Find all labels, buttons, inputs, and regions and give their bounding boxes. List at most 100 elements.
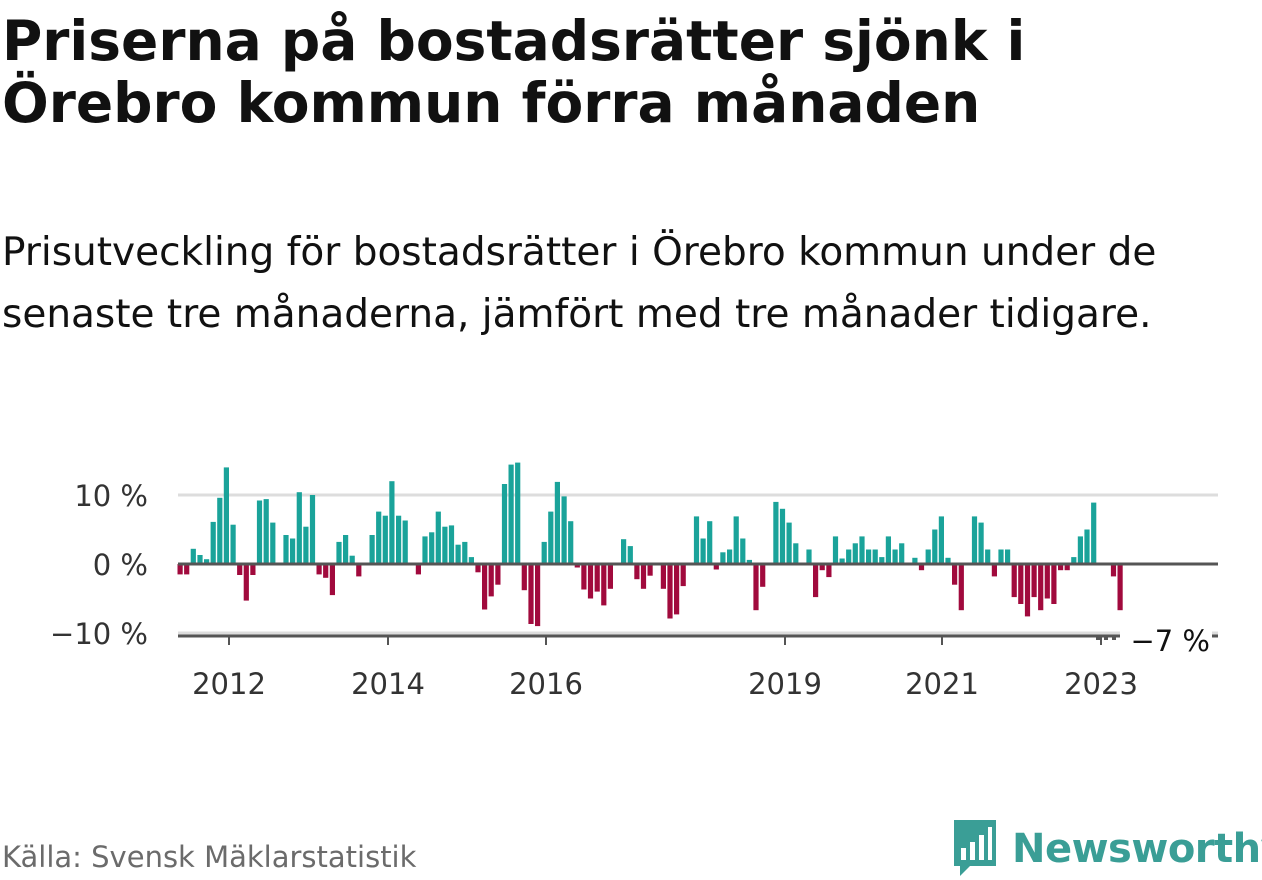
bar <box>846 549 852 564</box>
bar <box>329 564 335 596</box>
bar <box>515 462 521 564</box>
bar <box>1077 536 1083 564</box>
bar <box>746 559 752 564</box>
bar <box>1084 529 1090 564</box>
bar <box>495 564 501 585</box>
y-tick-label: 10 % <box>74 479 148 513</box>
newsworthy-logo-icon <box>954 820 996 876</box>
bar-chart: 10 % 0 % −10 % 2012 2014 2016 2019 2021 2023 −7 % <box>50 462 1218 701</box>
bar <box>462 541 468 564</box>
bar <box>793 543 799 564</box>
chart-title: Priserna på bostadsrätter sjönk i Örebro… <box>2 9 1026 135</box>
bar <box>336 541 342 564</box>
bar <box>230 524 236 564</box>
bar <box>773 501 779 564</box>
bar <box>455 544 461 564</box>
bar <box>1038 564 1044 611</box>
bar <box>991 564 997 577</box>
last-value-label: −7 % <box>1130 624 1210 658</box>
bar <box>1110 564 1117 577</box>
bar <box>786 522 792 564</box>
bar <box>587 564 594 599</box>
bar <box>806 549 812 564</box>
chart-subtitle: Prisutveckling för bostadsrätter i Örebr… <box>2 230 1157 337</box>
bar <box>859 536 865 564</box>
bar <box>594 564 600 592</box>
bar <box>727 549 733 564</box>
brand-name: Newsworthy <box>1012 826 1262 872</box>
bar <box>1018 564 1024 604</box>
bar <box>925 549 931 564</box>
bar <box>879 557 885 564</box>
bar <box>885 536 891 564</box>
bar <box>713 564 719 570</box>
bar <box>309 495 316 564</box>
bar <box>349 555 355 564</box>
bar <box>1051 564 1057 604</box>
bar <box>952 564 958 585</box>
bar <box>932 529 938 564</box>
source-note: Källa: Svensk Mäklarstatistik <box>2 840 417 874</box>
bar <box>256 500 263 564</box>
bar <box>674 564 680 615</box>
bar <box>634 564 640 580</box>
bar <box>707 521 713 564</box>
bar <box>700 538 706 564</box>
bar <box>316 564 322 575</box>
bar <box>971 516 978 564</box>
bar <box>912 557 918 564</box>
bar <box>356 564 362 577</box>
bar <box>1011 564 1017 598</box>
bar <box>223 467 229 564</box>
bar <box>561 496 567 564</box>
bar <box>442 526 448 564</box>
bar <box>197 555 203 564</box>
bar <box>958 564 964 611</box>
bar <box>627 546 633 564</box>
bar <box>184 564 190 575</box>
bar <box>508 464 514 564</box>
y-tick-label: −10 % <box>50 617 148 651</box>
bar <box>779 508 786 564</box>
bar <box>535 564 541 627</box>
bar <box>554 481 560 564</box>
bar <box>899 543 905 564</box>
bar <box>918 564 925 571</box>
bar <box>343 535 349 564</box>
bar <box>217 497 223 564</box>
brand-logo: Newsworthy <box>950 818 1262 880</box>
bar <box>283 535 289 564</box>
axis-layer: 10 % 0 % −10 % 2012 2014 2016 2019 2021 2023 −7 % <box>50 479 1218 701</box>
x-tick-label: 2021 <box>905 667 979 701</box>
bar <box>501 484 508 564</box>
bar <box>660 564 666 589</box>
bar <box>819 564 825 571</box>
bar <box>376 511 382 564</box>
bar <box>548 511 554 564</box>
bar <box>1005 549 1011 564</box>
bar <box>998 549 1004 564</box>
bar <box>945 557 951 564</box>
bar <box>389 481 395 564</box>
bar <box>528 564 534 624</box>
bar <box>243 564 249 601</box>
bar <box>574 564 580 568</box>
bar <box>581 564 587 590</box>
bar <box>1031 564 1037 598</box>
bar <box>190 548 196 564</box>
bar <box>892 549 898 564</box>
bar <box>938 516 944 564</box>
bar <box>263 499 269 564</box>
bar <box>402 520 408 564</box>
bar <box>1064 564 1070 571</box>
bars-layer <box>177 462 1123 627</box>
bar <box>422 536 428 564</box>
bar <box>204 559 210 564</box>
bar <box>448 525 455 564</box>
bar <box>667 564 673 619</box>
bar <box>832 536 839 564</box>
bar <box>1117 564 1123 611</box>
bar <box>237 564 243 575</box>
bar <box>1091 502 1097 564</box>
x-tick-label: 2023 <box>1064 667 1138 701</box>
